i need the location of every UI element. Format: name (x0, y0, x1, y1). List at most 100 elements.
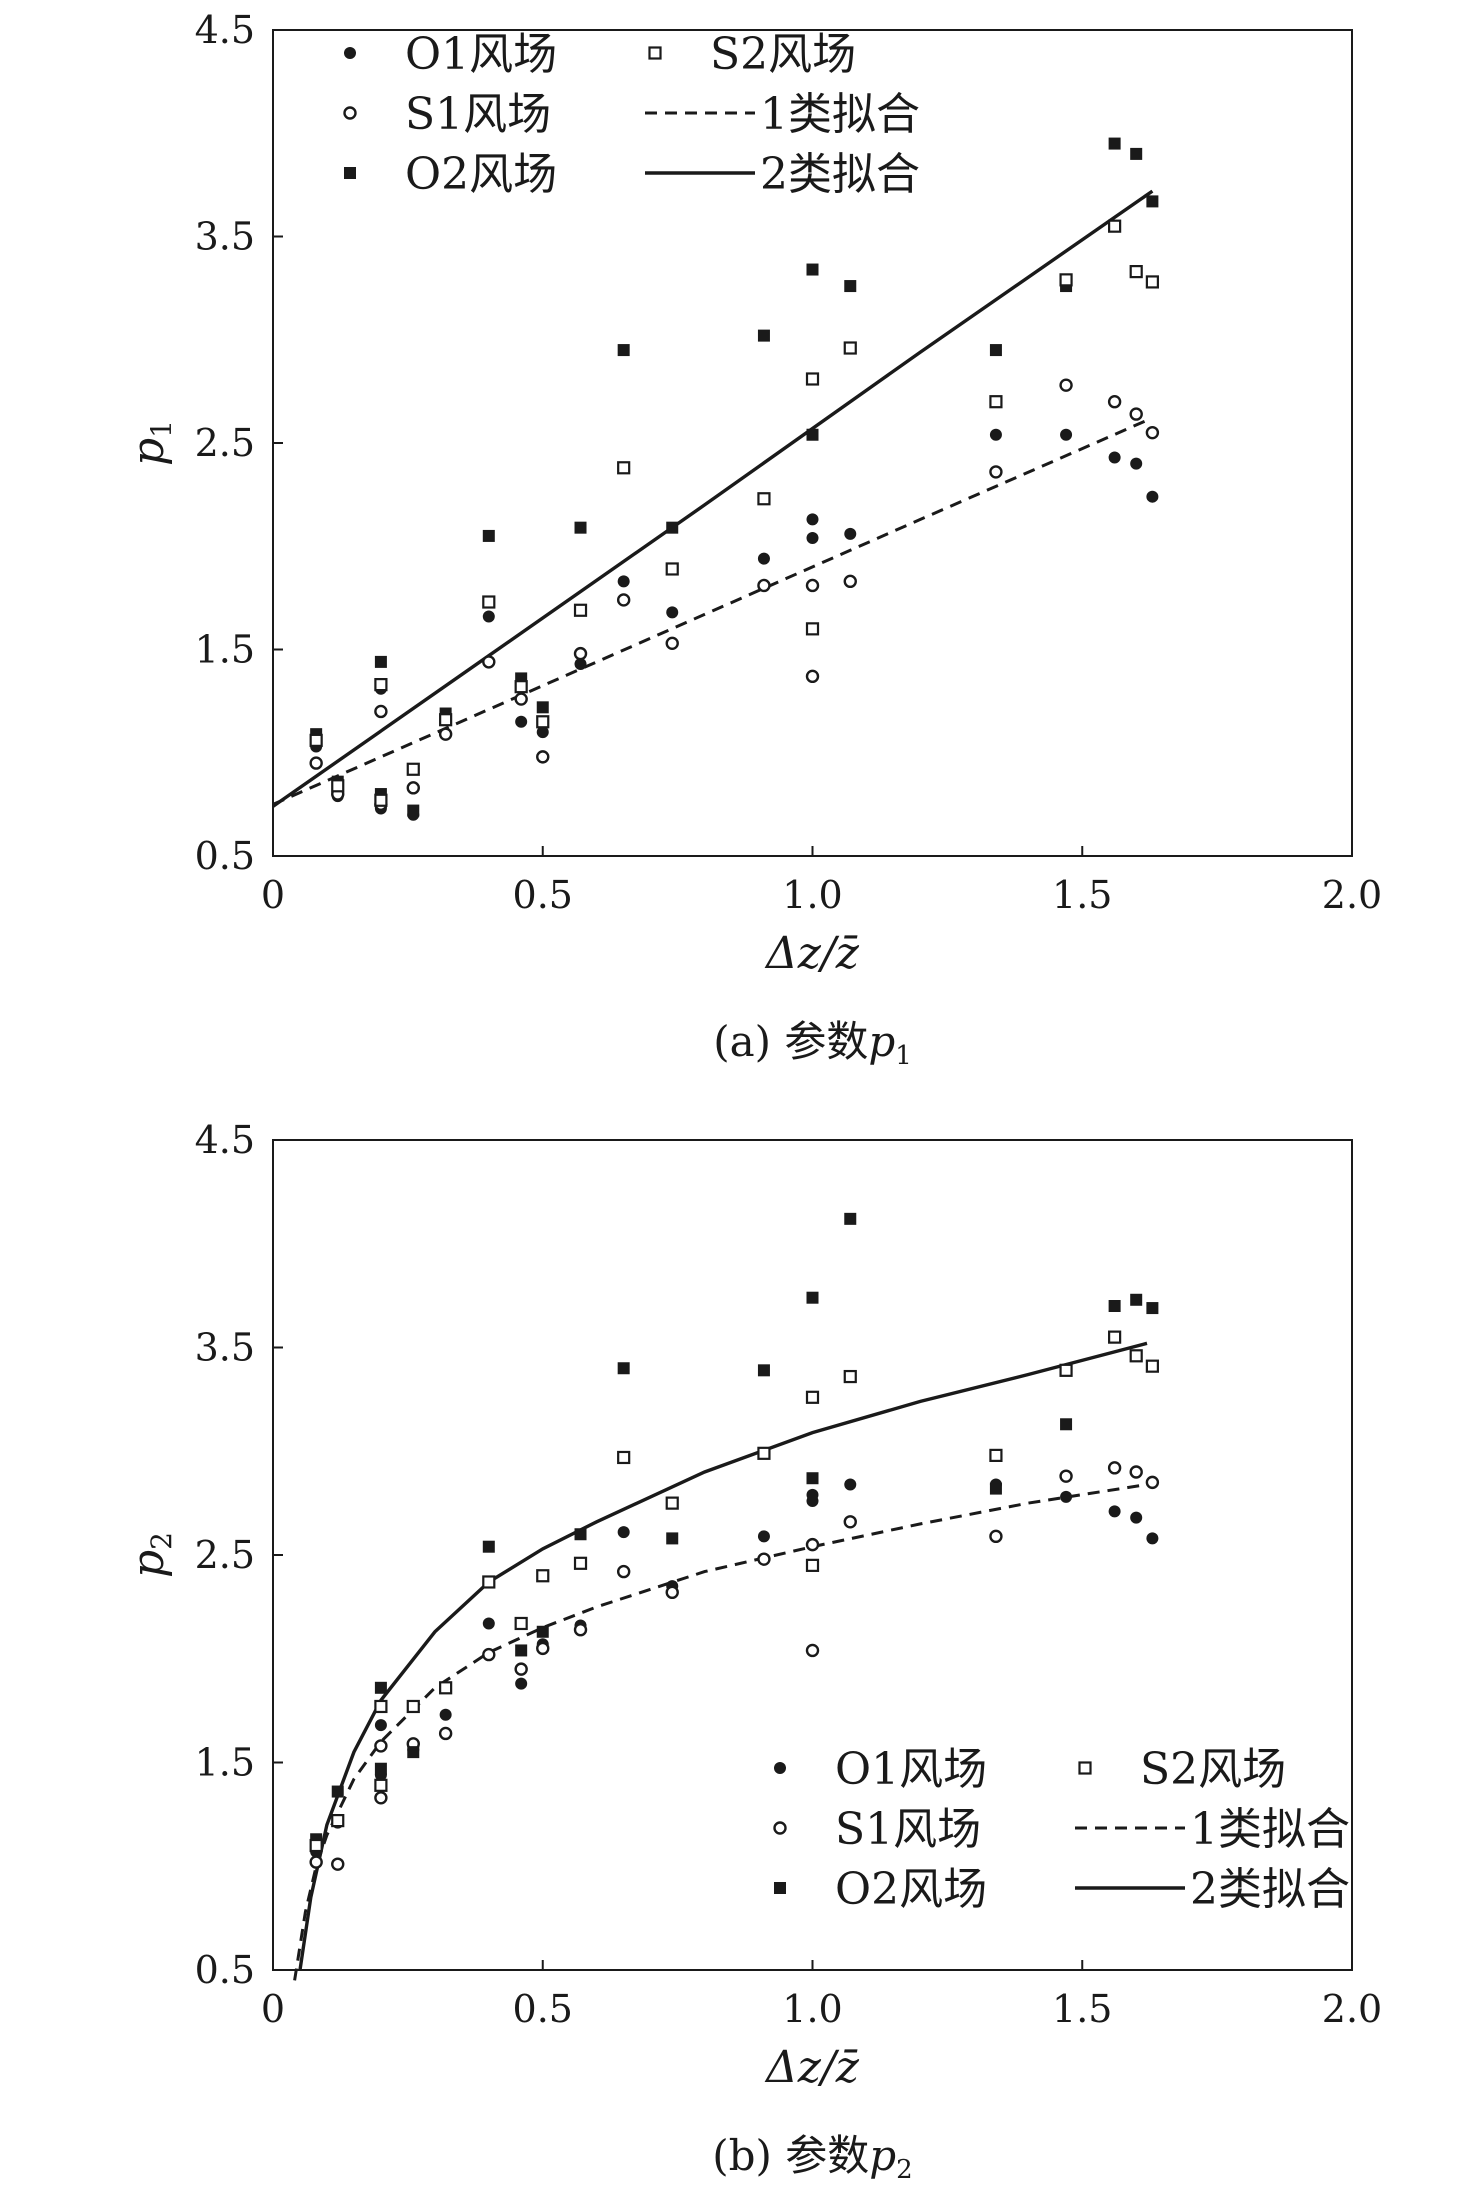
data-point (843, 1515, 857, 1529)
legend-label: S1风场 (405, 89, 551, 140)
data-point (1108, 137, 1121, 150)
fit-line-2 (298, 1341, 1148, 1971)
data-point (617, 575, 630, 588)
data-point (515, 1644, 528, 1657)
data-point (666, 521, 679, 534)
y-tick-label: 0.5 (195, 834, 255, 878)
data-point (309, 1855, 323, 1869)
data-point (374, 678, 388, 692)
data-point (1129, 1465, 1143, 1479)
data-point (1107, 395, 1122, 409)
data-point (574, 521, 587, 534)
legend: O1风场 S1风场 O2风场 S2风场 1类拟合 2类拟合 (343, 29, 920, 200)
data-point (757, 329, 770, 342)
data-point (617, 1526, 630, 1539)
data-point (1130, 457, 1143, 470)
data-point (1059, 1363, 1073, 1377)
data-point (438, 727, 453, 741)
data-point (1060, 1418, 1073, 1431)
x-tick-label: 1.0 (782, 1987, 842, 2031)
data-point (515, 715, 528, 728)
y-tick-label: 3.5 (195, 1326, 255, 1370)
data-point (331, 779, 345, 793)
data-point (989, 1529, 1003, 1544)
data-point (536, 750, 550, 764)
data-point (374, 1791, 388, 1805)
chart-caption: (b) 参数p2 (712, 2131, 912, 2185)
data-point (844, 527, 857, 540)
y-tick-label: 1.5 (195, 1741, 255, 1785)
data-point (331, 1857, 345, 1871)
data-point (514, 1616, 528, 1631)
data-point (1130, 1511, 1143, 1524)
data-point (805, 1537, 820, 1552)
data-point (806, 531, 819, 544)
data-point (439, 1681, 453, 1695)
data-point (989, 1448, 1003, 1463)
data-point (406, 762, 420, 776)
data-point (573, 603, 588, 617)
data-point (374, 1762, 387, 1775)
legend-label: 2类拟合 (1190, 1864, 1350, 1915)
data-point (757, 552, 770, 565)
legend-marker (343, 106, 357, 120)
data-point (805, 1643, 820, 1658)
legend-label: 1类拟合 (1190, 1804, 1350, 1855)
data-point (1129, 407, 1143, 421)
data-point (439, 1708, 452, 1721)
data-point (1108, 451, 1121, 464)
y-tick-label: 0.5 (195, 1948, 255, 1992)
x-tick-label: 0 (261, 1987, 285, 2031)
data-point (407, 1746, 420, 1759)
x-tick-label: 1.5 (1052, 873, 1112, 917)
y-tick-label: 2.5 (195, 1533, 255, 1577)
data-point (806, 1472, 819, 1485)
data-point (757, 578, 771, 593)
data-point (573, 1556, 588, 1570)
data-point (757, 1552, 771, 1566)
data-point (666, 606, 679, 619)
data-point (844, 1212, 857, 1225)
legend-label: O2风场 (405, 149, 557, 200)
data-point (989, 344, 1002, 357)
data-point (1129, 265, 1143, 279)
data-point (482, 655, 496, 669)
data-point (374, 655, 387, 668)
data-point (482, 1540, 495, 1553)
data-point (806, 263, 819, 276)
data-point (574, 1528, 587, 1541)
data-point (406, 1699, 420, 1714)
data-point (1145, 1359, 1159, 1373)
data-point (805, 669, 820, 684)
data-point (374, 1681, 387, 1694)
legend-label: 1类拟合 (760, 89, 920, 140)
legend-label: S2风场 (1140, 1744, 1286, 1795)
x-tick-label: 1.0 (782, 873, 842, 917)
data-point (536, 1625, 549, 1638)
data-point (617, 344, 630, 357)
data-point (309, 733, 323, 747)
x-tick-label: 1.5 (1052, 1987, 1112, 2031)
data-point (1108, 1300, 1121, 1312)
y-tick-label: 4.5 (195, 8, 255, 52)
fit-line-1 (293, 1483, 1148, 1981)
x-tick-label: 2.0 (1322, 1987, 1382, 2031)
x-axis-label: Δz/z̄ (764, 2042, 860, 2093)
data-point (1129, 1349, 1143, 1363)
data-point (514, 680, 528, 694)
data-point (482, 1647, 496, 1662)
data-point (1107, 1461, 1122, 1475)
data-point (757, 1364, 770, 1377)
data-point (757, 492, 771, 506)
data-point (757, 1446, 771, 1460)
data-point (989, 395, 1003, 409)
data-point (843, 1369, 857, 1384)
data-point (617, 1362, 630, 1375)
y-tick-label: 2.5 (195, 421, 255, 465)
x-tick-label: 0.5 (513, 1987, 573, 2031)
y-tick-label: 4.5 (195, 1118, 255, 1162)
data-point (665, 1585, 679, 1600)
